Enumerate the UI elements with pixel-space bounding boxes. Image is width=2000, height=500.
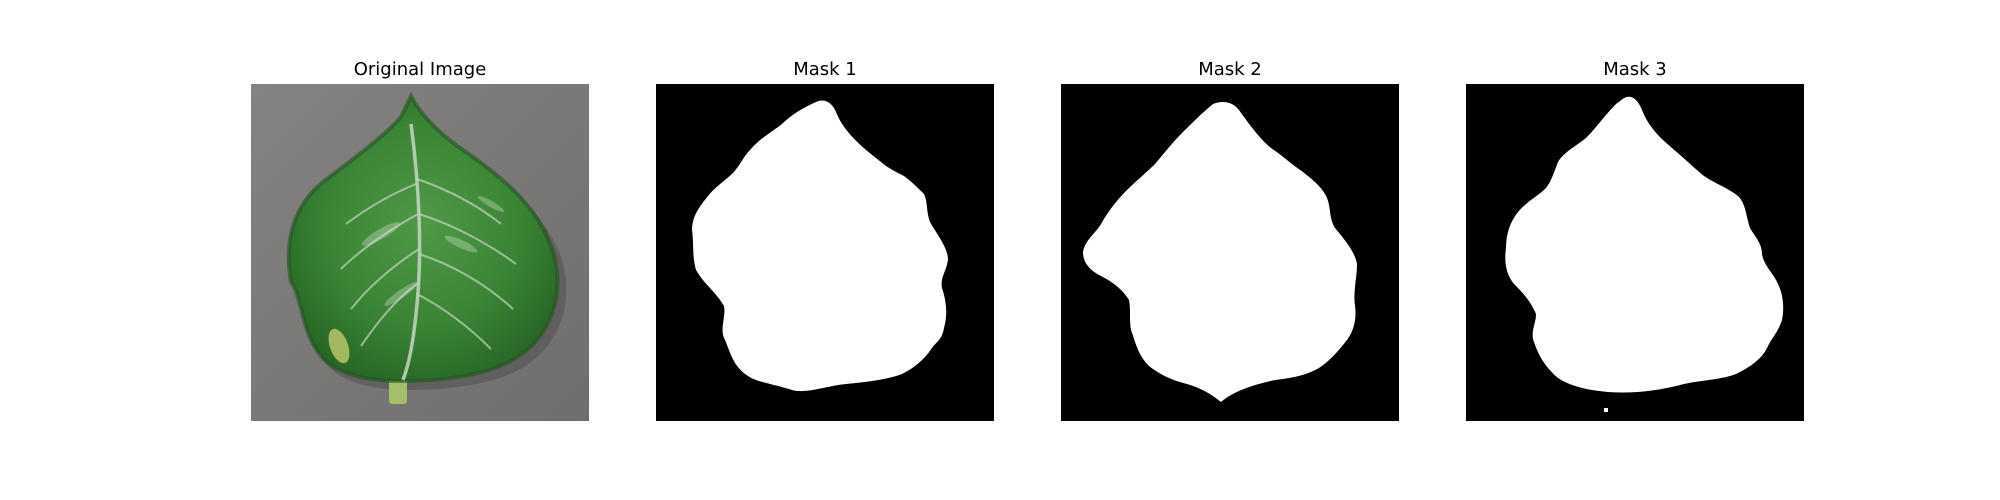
panel-title: Mask 2 xyxy=(1198,59,1262,80)
panel-mask-2: Mask 2 xyxy=(1061,0,1399,425)
leaf xyxy=(288,96,558,381)
mask-3-image xyxy=(1466,84,1804,421)
panel-mask-3: Mask 3 xyxy=(1466,0,1804,425)
panel-mask-1: Mask 1 xyxy=(656,0,994,425)
mask-3-region xyxy=(1505,96,1784,393)
mask-2-region xyxy=(1083,102,1357,402)
mask-1-region xyxy=(692,100,948,392)
mask-2-image xyxy=(1061,84,1399,421)
mask-1-image xyxy=(656,84,994,421)
panel-title: Original Image xyxy=(353,59,487,80)
panel-title: Mask 1 xyxy=(793,59,857,80)
panel-title: Mask 3 xyxy=(1603,59,1667,80)
leaf-veins xyxy=(340,178,517,350)
original-leaf-photo xyxy=(251,84,589,421)
panel-original-image: Original Image xyxy=(251,0,589,425)
